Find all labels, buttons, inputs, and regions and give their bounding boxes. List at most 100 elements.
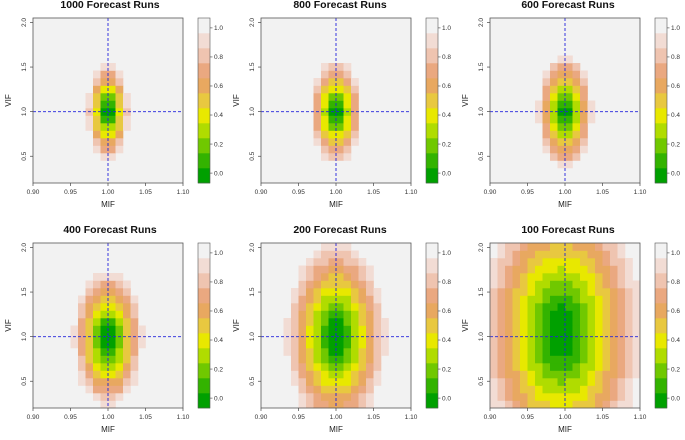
heat-cell — [328, 280, 337, 289]
heat-cell — [343, 318, 352, 326]
heat-cell — [366, 318, 374, 326]
heat-cell — [85, 115, 94, 124]
y-tick-label: 1.0 — [21, 332, 28, 341]
heat-cell — [625, 333, 633, 341]
heat-cell — [587, 243, 596, 251]
heat-cell — [85, 325, 94, 334]
heat-cell — [565, 363, 573, 371]
colorbar-tick-label: 0.6 — [214, 83, 223, 90]
heat-cell — [602, 385, 611, 394]
heat-cell — [93, 303, 101, 311]
heat-cell — [306, 303, 314, 311]
heat-cell — [625, 378, 633, 386]
heat-cell — [93, 378, 101, 386]
heat-cell — [505, 288, 513, 296]
heat-cell — [617, 370, 626, 379]
colorbar-segment — [655, 243, 667, 259]
heat-cell — [580, 250, 588, 259]
heat-cell — [93, 70, 101, 79]
heat-cell — [565, 295, 573, 304]
heat-cell — [373, 340, 382, 349]
colorbar-segment — [198, 168, 210, 184]
colorbar-segment — [426, 348, 438, 364]
heat-cell — [343, 303, 352, 311]
heat-cell — [610, 325, 618, 334]
heat-cell — [321, 325, 329, 334]
heat-cell — [291, 303, 299, 311]
heat-cell — [520, 295, 528, 304]
heat-cell — [602, 355, 611, 364]
colorbar-frame — [654, 242, 668, 409]
heat-cell — [595, 393, 603, 401]
heat-cell — [115, 78, 124, 86]
colorbar-segment — [655, 63, 667, 79]
heat-cell — [595, 333, 603, 341]
heat-cell — [93, 115, 101, 124]
heat-cell — [587, 355, 596, 364]
heat-cell — [520, 385, 528, 394]
heat-cell — [497, 265, 506, 274]
heat-cell — [85, 295, 94, 304]
heat-cell — [550, 250, 558, 259]
heat-cell — [490, 303, 498, 311]
heat-cell — [617, 325, 626, 334]
heat-cell — [283, 318, 292, 326]
heat-cell — [580, 273, 588, 281]
heat-cell — [550, 400, 558, 409]
heat-cell — [497, 393, 506, 401]
heat-cell — [595, 400, 603, 409]
heat-cell — [313, 138, 322, 146]
heat-cell — [115, 138, 124, 146]
heat-cell — [550, 138, 558, 146]
heat-cell — [373, 355, 382, 364]
heat-cell — [100, 273, 109, 281]
heat-cell — [343, 115, 352, 124]
heat-cell — [617, 310, 626, 319]
heat-cell — [535, 108, 543, 116]
heat-cell — [527, 288, 536, 296]
heat-cell — [123, 340, 131, 349]
heat-cell — [306, 325, 314, 334]
heat-cell — [580, 85, 588, 94]
heat-cell — [351, 85, 359, 94]
heat-cell — [100, 318, 109, 326]
heat-cell — [542, 363, 551, 371]
heat-cell — [115, 348, 124, 356]
heat-cell — [602, 303, 611, 311]
heat-cell — [100, 303, 109, 311]
heat-cell — [587, 378, 596, 386]
y-tick-label: 2.0 — [249, 243, 256, 252]
heat-cell — [617, 273, 626, 281]
heat-cell — [602, 363, 611, 371]
heat-cell — [565, 70, 573, 79]
heat-cell — [78, 325, 86, 334]
x-tick-label: 0.90 — [27, 189, 40, 196]
heat-cell — [313, 325, 322, 334]
heat-cell — [587, 318, 596, 326]
heat-cell — [572, 280, 581, 289]
heat-cell — [108, 123, 116, 131]
heat-cell — [595, 348, 603, 356]
colorbar-tick-label: 0.4 — [671, 112, 680, 119]
heat-cell — [542, 250, 551, 259]
heat-cell — [115, 370, 124, 379]
heat-cell — [283, 340, 292, 349]
heat-cell — [123, 325, 131, 334]
heat-cell — [580, 310, 588, 319]
heat-cell — [535, 115, 543, 124]
heat-cell — [632, 280, 641, 289]
heat-cell — [505, 295, 513, 304]
heat-cell — [373, 363, 382, 371]
heat-cell — [625, 303, 633, 311]
heat-cell — [572, 355, 581, 364]
panel-title: 400 Forecast Runs — [63, 224, 157, 236]
heat-cell — [336, 370, 344, 379]
colorbar-segment — [655, 333, 667, 349]
heat-cell — [381, 340, 389, 349]
colorbar-tick-label: 0.8 — [671, 279, 680, 286]
heat-cell — [557, 243, 566, 251]
heat-cell — [130, 378, 139, 386]
heat-cell — [321, 378, 329, 386]
heat-cell — [351, 108, 359, 116]
heat-cell — [520, 303, 528, 311]
